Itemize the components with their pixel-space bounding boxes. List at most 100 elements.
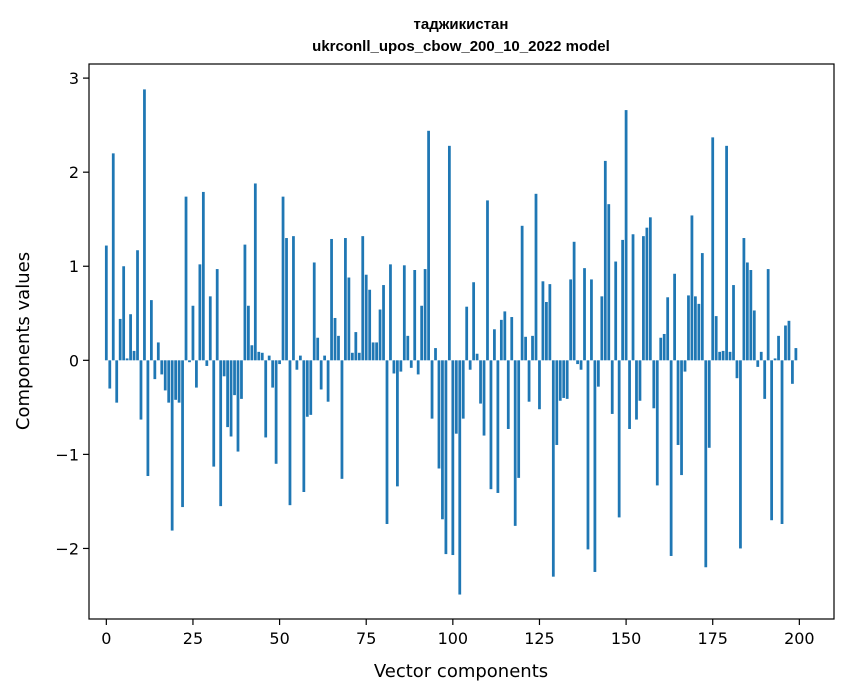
bar-0 [104,245,108,361]
bar-57 [302,360,306,492]
bar-133 [565,360,569,399]
bar-46 [264,360,268,438]
bar-110 [486,200,489,361]
bar-63 [323,355,327,361]
bar-32 [215,269,219,361]
bar-12 [146,360,150,477]
bar-18 [167,360,171,403]
bar-37 [233,360,236,396]
bar-164 [673,273,676,361]
bar-35 [226,360,229,428]
bar-118 [513,360,517,526]
bar-129 [551,360,555,577]
bar-5 [122,266,126,361]
bar-70 [347,277,351,361]
bar-150 [624,110,628,361]
bar-45 [260,352,264,361]
bar-41 [247,305,250,361]
bar-21 [177,360,181,403]
bar-22 [181,360,184,508]
bar-65 [330,238,333,361]
bar-137 [579,360,583,370]
bar-64 [326,360,330,402]
bar-197 [787,320,791,361]
bar-39 [240,360,243,399]
bar-71 [350,352,354,361]
bar-190 [763,360,767,399]
bar-43 [253,183,257,361]
bar-124 [534,193,538,361]
bar-94 [430,360,434,419]
bar-154 [638,360,642,401]
bar-3 [115,360,119,403]
bar-135 [572,241,576,361]
bar-165 [676,360,680,445]
x-tick-label: 100 [438,629,469,648]
bar-180 [728,351,732,361]
x-tick-label: 50 [269,629,289,648]
bar-104 [465,306,469,361]
bar-147 [614,261,618,361]
bar-192 [770,360,774,521]
bar-89 [413,270,417,361]
bar-40 [243,244,247,361]
bar-189 [759,351,763,361]
bar-141 [593,360,597,572]
bar-193 [773,358,777,361]
bar-27 [198,264,202,361]
bar-128 [548,284,552,361]
bar-85 [399,360,403,372]
bar-17 [163,360,167,391]
bar-34 [222,360,226,377]
bar-30 [208,296,212,361]
x-tick-label: 150 [611,629,642,648]
bar-176 [714,316,718,361]
bar-167 [683,360,687,372]
bar-159 [655,360,659,486]
bar-111 [489,360,493,490]
bar-20 [174,360,178,400]
bar-1 [108,360,112,389]
bar-112 [493,329,496,361]
bar-33 [219,360,223,507]
bar-51 [281,196,285,361]
bar-136 [576,360,579,365]
bar-98 [444,360,448,555]
bar-9 [136,250,139,361]
chart-subtitle: ukrconll_upos_cbow_200_10_2022 model [312,38,610,55]
bar-127 [545,301,548,361]
y-tick-label: 2 [69,163,79,182]
bar-58 [305,360,309,417]
bar-77 [371,342,375,361]
x-tick-label: 200 [784,629,815,648]
bar-6 [125,358,129,361]
bar-75 [364,274,368,361]
bar-162 [666,297,670,361]
bar-96 [437,360,441,469]
bar-108 [479,360,482,404]
bar-187 [752,310,756,361]
bar-91 [420,305,424,361]
y-axis-ticks: −2 −1 0 1 2 3 [55,69,89,558]
bar-54 [292,236,295,361]
bar-199 [794,348,798,361]
bar-126 [541,281,545,361]
x-tick-label: 175 [697,629,728,648]
bar-144 [603,160,607,361]
bar-140 [590,279,593,361]
bar-105 [468,360,472,370]
bar-24 [188,360,191,363]
bar-4 [118,318,122,361]
bar-2 [111,153,115,361]
bar-149 [621,239,625,361]
bar-19 [170,360,174,531]
bar-44 [257,351,261,361]
bar-16 [160,360,164,375]
y-tick-label: 3 [69,69,79,88]
bar-178 [721,350,725,361]
bar-81 [385,360,389,524]
bar-56 [298,355,302,361]
bar-121 [524,336,527,361]
bar-95 [434,348,437,361]
bar-series [104,89,798,595]
